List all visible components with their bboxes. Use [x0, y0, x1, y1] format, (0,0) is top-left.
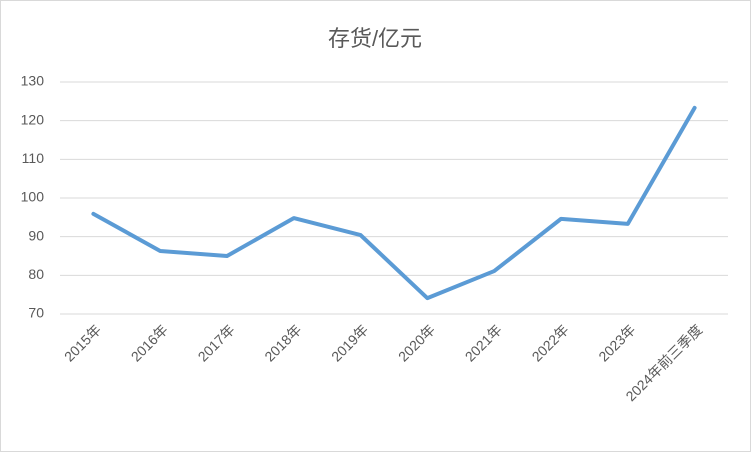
y-tick-label: 70 — [28, 305, 44, 321]
y-tick-label: 110 — [22, 150, 45, 166]
y-tick-label: 80 — [28, 266, 44, 282]
y-tick-label: 90 — [28, 227, 44, 243]
y-tick-label: 100 — [21, 189, 45, 205]
chart-title: 存货/亿元 — [328, 26, 422, 51]
y-tick-label: 130 — [21, 73, 45, 89]
y-tick-label: 120 — [21, 111, 45, 127]
data-line — [91, 105, 697, 301]
